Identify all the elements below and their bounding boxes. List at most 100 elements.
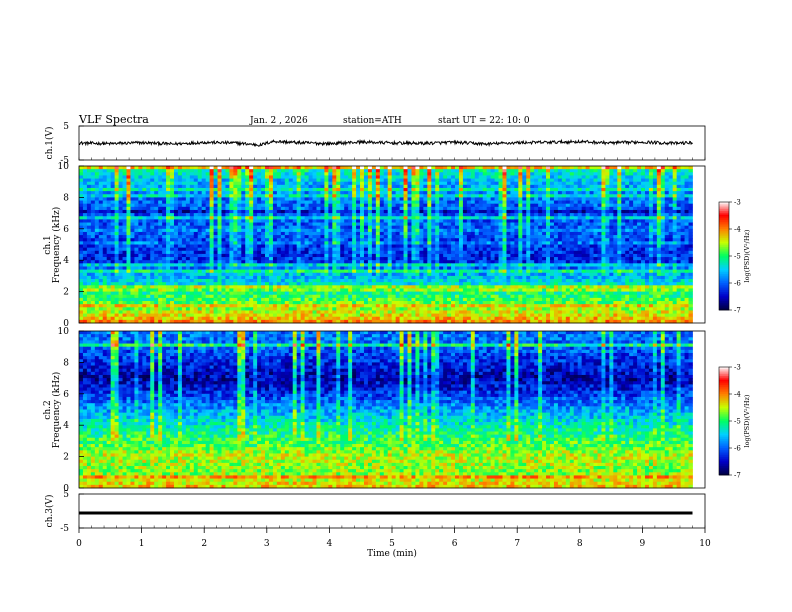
ch1-spectrogram-cell [546, 263, 551, 267]
ch1-spectrogram-cell [443, 225, 448, 230]
ch1-spectrogram-cell [664, 194, 670, 198]
ch1-spectrogram-cell [391, 250, 397, 255]
ch1-spectrogram-cell [288, 225, 294, 230]
ch1-spectrogram-cell [455, 225, 460, 230]
ch1-spectrogram-cell [86, 175, 92, 179]
ch1-spectrogram-cell [656, 219, 662, 223]
ch1-spectrogram-cell [419, 209, 424, 214]
ch1-spectrogram-cell [561, 209, 567, 214]
ch1-spectrogram-cell [332, 197, 337, 201]
ch1-spectrogram-cell [431, 257, 436, 261]
ch1-spectrogram-cell [478, 169, 484, 173]
ch1-spectrogram-cell [233, 219, 238, 223]
ch1-spectrogram-cell [189, 216, 195, 220]
ch1-spectrogram-cell [272, 247, 278, 252]
ch1-spectrogram-cell [664, 175, 670, 179]
ch1-spectrogram-cell [197, 253, 203, 258]
ch1-spectrogram-cell [490, 250, 495, 255]
ch1-spectrogram-cell [170, 175, 175, 179]
ch1-spectrogram-cell [684, 191, 689, 195]
ch1-spectrogram-cell [676, 260, 682, 264]
ch1-spectrogram-cell [494, 244, 499, 249]
ch1-spectrogram-cell [312, 187, 317, 192]
ch1-spectrogram-cell [173, 216, 179, 220]
ch1-spectrogram-cell [328, 219, 333, 223]
ch1-spectrogram-cell [629, 231, 634, 236]
ch1-spectrogram-cell [90, 231, 96, 236]
ch1-spectrogram-cell [637, 169, 642, 173]
ch1-spectrogram-cell [644, 244, 650, 249]
ch1-spectrogram-cell [585, 225, 590, 230]
ch1-spectrogram-cell [348, 247, 353, 252]
ch1-spectrogram-cell [644, 197, 650, 201]
ch1-spectrogram-cell [324, 206, 329, 211]
ch1-spectrogram-cell [589, 181, 594, 186]
ch1-spectrogram-cell [542, 253, 547, 258]
ch1-spectrogram-cell [549, 200, 555, 205]
ch1-spectrogram-cell [447, 194, 452, 198]
ch1-spectrogram-cell [363, 244, 369, 249]
ch1-spectrogram-cell [114, 228, 119, 233]
ch1-spectrogram-cell [419, 241, 424, 245]
ch1-spectrogram-cell [292, 197, 298, 201]
ch1-spectrogram-cell [292, 166, 298, 170]
ch1-spectrogram-cell [648, 225, 654, 230]
ch1-spectrogram-cell [482, 253, 488, 258]
ch1-spectrogram-cell [411, 219, 416, 223]
ch1-spectrogram-cell [522, 191, 527, 195]
ch1-spectrogram-cell [569, 260, 575, 264]
ch1-spectrogram-cell [90, 213, 96, 217]
ch1-spectrogram-cell [451, 247, 456, 252]
ch1-spectrogram-cell [130, 191, 135, 195]
ch1-spectrogram-cell [209, 263, 214, 267]
ch1-spectrogram-cell [403, 228, 408, 233]
ch1-spectrogram-cell [593, 216, 598, 220]
ch1-spectrogram-cell [688, 263, 693, 267]
ch1-spectrogram-cell [482, 263, 488, 267]
ch1-spectrogram-cell [664, 253, 670, 258]
ch1-spectrogram-cell [367, 260, 373, 264]
ch1-spectrogram-cell [621, 184, 626, 189]
ch1-spectrogram-cell [371, 216, 377, 220]
ch1-spectrogram-cell [261, 197, 266, 201]
ch1-spectrogram-cell [170, 178, 175, 183]
ch1-spectrogram-cell [213, 200, 218, 205]
ch1-spectrogram-cell [284, 209, 290, 214]
ch1-spectrogram-cell [189, 203, 195, 208]
ch1-spectrogram-cell [185, 187, 191, 192]
ch1-spectrogram-cell [680, 247, 685, 252]
ch1-spectrogram-cell [391, 247, 397, 252]
ch1-spectrogram-cell [431, 175, 436, 179]
ch1-spectrogram-cell [688, 203, 693, 208]
ch1-spectrogram-cell [395, 178, 400, 183]
ch1-spectrogram-cell [257, 181, 262, 186]
ch1-spectrogram-cell [181, 187, 187, 192]
ch1-spectrogram-cell [272, 194, 278, 198]
ch1-spectrogram-cell [522, 244, 527, 249]
ch1-spectrogram-cell [455, 169, 460, 173]
ch1-spectrogram-cell [98, 200, 104, 205]
ch1-spectrogram-cell [352, 184, 357, 189]
ch1-spectrogram-cell [292, 231, 298, 236]
ch1-spectrogram-cell [130, 181, 135, 186]
ch1-spectrogram-cell [684, 203, 689, 208]
ch1-spectrogram-cell [110, 187, 116, 192]
ch1-spectrogram-cell [340, 235, 345, 239]
ch1-spectrogram-cell [565, 187, 571, 192]
ch1-spectrogram-cell [245, 216, 250, 220]
ch1-spectrogram-cell [553, 203, 559, 208]
ch1-spectrogram-cell [455, 253, 460, 258]
ch1-spectrogram-cell [383, 175, 389, 179]
ch1-spectrogram-cell [435, 191, 440, 195]
ch1-spectrogram-cell [158, 244, 163, 249]
ch1-spectrogram-cell [589, 253, 594, 258]
ch1-spectrogram-cell [474, 187, 480, 192]
ch1-spectrogram-cell [506, 257, 511, 261]
ch1-spectrogram-cell [375, 228, 381, 233]
ch1-spectrogram-cell [581, 244, 587, 249]
ch1-spectrogram-cell [150, 216, 155, 220]
ch1-spectrogram-cell [629, 219, 634, 223]
ch1-spectrogram-cell [106, 222, 112, 227]
ch1-spectrogram-cell [332, 228, 337, 233]
ch1-spectrogram-cell [569, 257, 575, 261]
